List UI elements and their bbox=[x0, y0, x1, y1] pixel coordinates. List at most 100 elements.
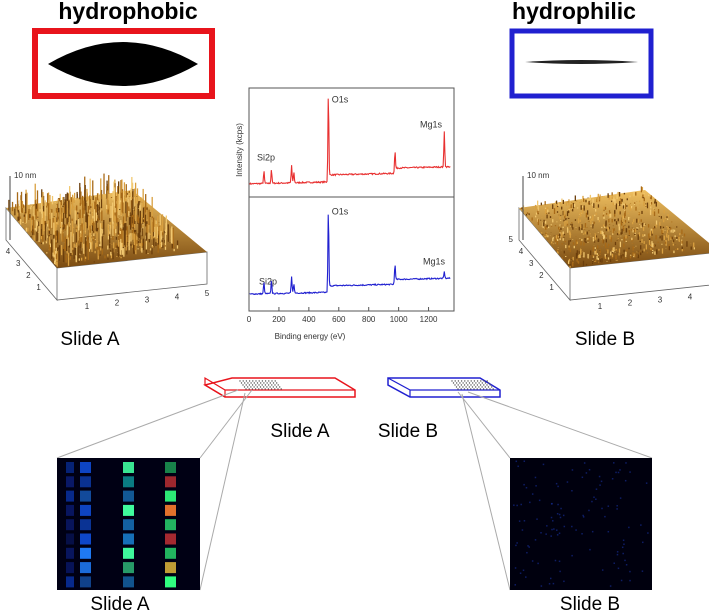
spot bbox=[264, 380, 267, 382]
array-spot bbox=[582, 514, 584, 517]
spot bbox=[250, 382, 252, 384]
array-spot bbox=[516, 504, 518, 507]
array-spot bbox=[629, 471, 631, 473]
array-spot bbox=[531, 493, 534, 495]
array-spot bbox=[549, 577, 552, 580]
array-spot bbox=[556, 534, 559, 536]
array-spot bbox=[123, 490, 134, 502]
peak-label: Mg1s bbox=[420, 119, 443, 129]
tick-label: 2 bbox=[26, 271, 31, 280]
spectrum-line bbox=[249, 98, 451, 186]
spot bbox=[487, 386, 490, 388]
peak-label: Si2p bbox=[257, 152, 275, 162]
array-spot bbox=[66, 576, 74, 588]
spot bbox=[276, 382, 278, 384]
array-spot bbox=[80, 547, 91, 559]
spot bbox=[466, 388, 469, 390]
tick-label: 5 bbox=[509, 235, 514, 244]
spot bbox=[468, 386, 470, 388]
array-spot bbox=[571, 554, 573, 557]
tick-label: 1 bbox=[36, 283, 41, 292]
spot bbox=[245, 380, 248, 382]
array-spot bbox=[165, 533, 176, 545]
spot bbox=[467, 384, 469, 386]
array-spot bbox=[601, 507, 603, 510]
array-spot bbox=[551, 502, 553, 505]
array-spot bbox=[531, 560, 534, 562]
tick-label: 2 bbox=[628, 299, 633, 308]
spot bbox=[483, 380, 485, 382]
spot bbox=[456, 382, 458, 384]
spot bbox=[459, 386, 461, 388]
afm-plot: 10 nm1234512345 bbox=[509, 171, 709, 311]
array-spot bbox=[123, 462, 134, 473]
array-spot bbox=[600, 480, 603, 483]
spot bbox=[452, 382, 455, 384]
tick-label: 2 bbox=[115, 299, 120, 308]
array-spot bbox=[80, 533, 91, 545]
array-spot bbox=[123, 547, 134, 559]
spot bbox=[460, 380, 463, 382]
array-image bbox=[510, 458, 652, 590]
array-spot bbox=[559, 516, 562, 519]
array-spot bbox=[593, 496, 595, 498]
array-spot bbox=[525, 486, 528, 489]
array-spot bbox=[629, 570, 631, 573]
spot bbox=[473, 384, 475, 386]
array-spot bbox=[622, 539, 625, 542]
spot bbox=[277, 384, 279, 386]
spot bbox=[240, 382, 243, 384]
array-spot bbox=[559, 570, 561, 573]
spectrum-line bbox=[249, 214, 451, 296]
slide-edge bbox=[204, 376, 355, 398]
array-spot bbox=[522, 569, 525, 572]
array-spot bbox=[526, 551, 528, 554]
array-spot bbox=[613, 462, 615, 464]
peak-label: Si2p bbox=[259, 276, 277, 286]
array-spot bbox=[624, 479, 627, 482]
array-spot bbox=[583, 462, 586, 464]
array-spot bbox=[80, 490, 91, 502]
spot bbox=[465, 386, 467, 388]
spot bbox=[471, 386, 474, 388]
spot bbox=[242, 384, 244, 386]
slide-label: Slide A bbox=[270, 421, 329, 442]
spot bbox=[280, 388, 282, 390]
array-spot bbox=[535, 485, 537, 487]
array-spot bbox=[165, 504, 176, 516]
array-spot bbox=[558, 532, 561, 535]
droplet-box bbox=[509, 28, 654, 99]
array-spot bbox=[165, 576, 176, 588]
spot bbox=[245, 388, 247, 390]
array-spot bbox=[619, 497, 622, 499]
spot bbox=[460, 384, 463, 386]
array-spot bbox=[642, 541, 644, 544]
spot bbox=[484, 382, 487, 384]
spot bbox=[478, 382, 480, 384]
spot bbox=[479, 388, 482, 390]
spot bbox=[272, 386, 274, 388]
array-spot bbox=[165, 490, 176, 502]
array-spot bbox=[615, 471, 617, 474]
array-spot bbox=[514, 584, 517, 586]
array-spot bbox=[123, 519, 134, 531]
spot bbox=[492, 388, 494, 390]
array-spot bbox=[548, 583, 551, 585]
array-spot bbox=[523, 483, 525, 486]
spot bbox=[460, 388, 462, 390]
z-label: 10 nm bbox=[14, 171, 37, 180]
array-label: Slide B bbox=[560, 594, 620, 615]
spot bbox=[274, 384, 276, 386]
spot bbox=[486, 388, 488, 390]
array-spot bbox=[556, 529, 558, 531]
slide-label: Slide B bbox=[378, 421, 438, 442]
spot bbox=[486, 380, 488, 382]
spot bbox=[267, 384, 270, 386]
array-spot bbox=[628, 526, 630, 529]
title-left: hydrophobic bbox=[58, 0, 197, 24]
spot bbox=[491, 386, 493, 388]
tick-label: 4 bbox=[175, 292, 180, 301]
array-spot bbox=[66, 562, 74, 574]
spot bbox=[275, 386, 278, 388]
spot bbox=[279, 386, 281, 388]
